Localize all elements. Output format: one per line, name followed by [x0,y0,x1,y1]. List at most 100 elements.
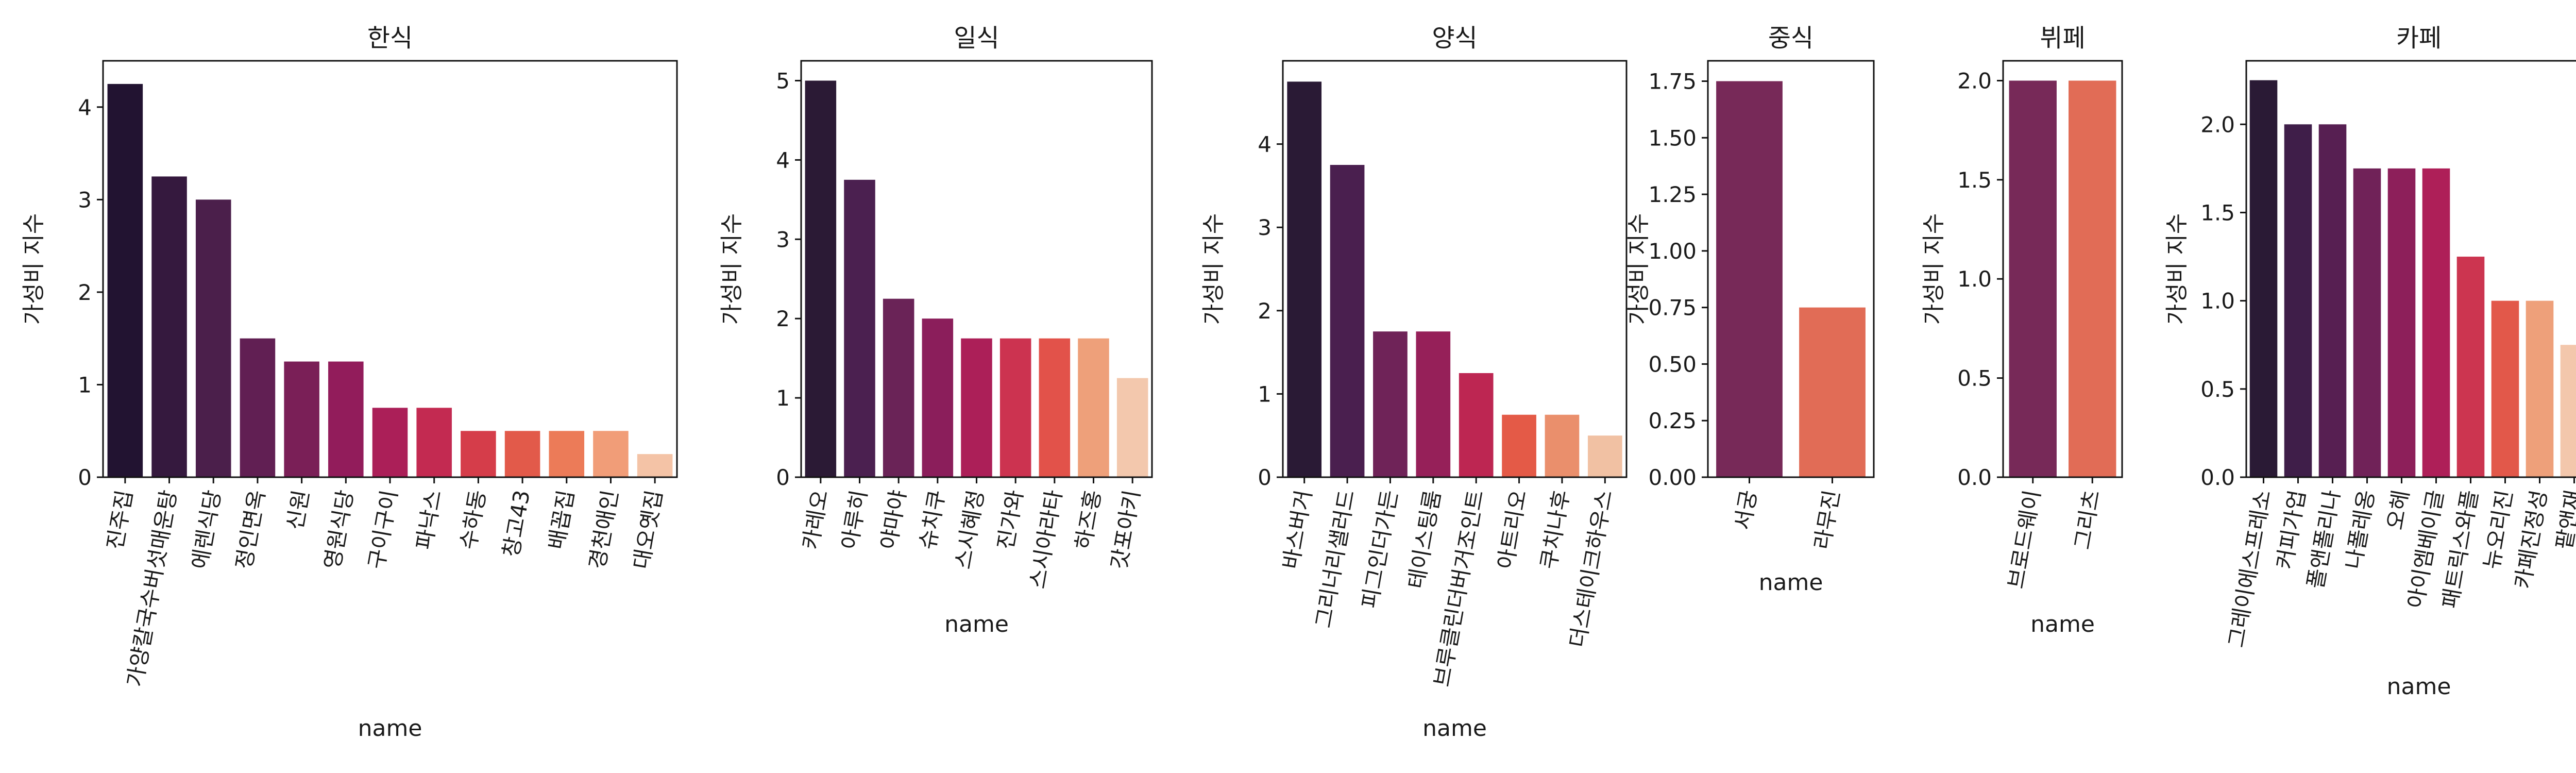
x-tick-label: 라무진 [1809,488,1844,551]
x-tick-label: 그레이에스프레소 [2223,488,2276,649]
y-tick-label: 0.00 [1648,465,1697,490]
y-tick-label: 1 [776,385,790,411]
bar-카레오 [805,80,837,478]
axes-frame [1707,60,1875,478]
x-tick-label: 그리너리샐러드 [1311,488,1360,630]
y-tick-label: 0.0 [1957,465,1992,490]
x-tick-label: 브로드웨이 [2003,488,2045,591]
x-tick-label: 카페진정성 [2510,488,2552,591]
bar-갓포아키 [1116,378,1148,477]
y-tick-label: 1.0 [1957,266,1992,292]
x-tick-label: 배꼽집 [544,488,579,551]
y-tick-label: 1.00 [1648,239,1697,264]
x-tick-label: 폴앤폴리나 [2303,488,2345,591]
x-tick-label: 더스테이크하우스 [1565,488,1617,649]
axes-frame [1282,60,1628,478]
bar-경천애인 [593,431,629,477]
x-tick-label: 파낙스 [411,488,446,551]
bar-가양칼국수버섯매운탕 [151,176,187,477]
y-tick-label: 2.0 [1957,68,1992,93]
bar-배꼽집 [549,431,585,477]
x-axis-label: name [1759,569,1823,596]
bar-오헤 [2387,168,2416,478]
y-tick-label: 2 [1258,298,1272,324]
y-tick-label: 1.0 [2200,289,2235,314]
bar-창고43 [504,431,540,477]
y-tick-label: 2 [78,280,92,305]
bar-진주집 [107,83,143,477]
bar-슈치쿠 [922,318,954,477]
chart-title: 중식 [1768,24,1814,53]
bar-아트리오 [1502,414,1536,477]
bar-테이스팅룸 [1416,331,1451,477]
bar-진가와 [999,338,1031,477]
bar-바스버거 [1287,81,1322,477]
y-axis-label: 가성비 지수 [21,213,47,325]
x-tick-label: 스시혜정 [950,488,989,571]
bar-아이엠베이글 [2422,168,2450,478]
bar-브루클린더버거조인트 [1459,373,1494,477]
y-tick-label: 1.5 [2200,200,2235,225]
y-tick-label: 4 [1258,132,1272,157]
x-tick-label: 갓포아키 [1106,488,1145,571]
bar-야마야 [883,298,914,477]
y-tick-label: 3 [776,227,790,252]
chart-title: 카페 [2396,24,2442,53]
y-tick-label: 0.25 [1648,408,1697,433]
bar-대오옛집 [637,454,673,477]
bar-패트릭스와플 [2456,257,2485,477]
x-tick-label: 쿠치나후 [1536,488,1574,571]
bar-영원식당 [328,361,364,477]
x-tick-label: 야마야 [876,488,911,551]
y-tick-label: 0.5 [1957,366,1992,391]
bar-카페진정성 [2526,300,2554,477]
x-tick-label: 서궁 [1730,488,1762,532]
y-axis-label: 가성비 지수 [1921,213,1947,325]
y-axis-label: 가성비 지수 [1200,213,1227,325]
x-tick-label: 테이스팅룸 [1403,488,1446,591]
y-tick-label: 4 [776,147,790,173]
bar-피그인더가든 [1373,331,1408,477]
bar-그리너리샐러드 [1330,165,1365,477]
bar-신원 [284,361,319,477]
x-tick-label: 커피가업 [2272,488,2310,571]
x-axis-label: name [1422,715,1487,742]
y-tick-label: 1 [78,372,92,397]
x-tick-label: 구이구이 [364,488,402,571]
bar-수하동 [461,431,496,477]
bar-그리츠 [2069,80,2116,478]
chart-title: 뷔페 [2040,24,2085,53]
bar-파낙스 [416,408,452,477]
x-tick-label: 영원식당 [319,488,358,571]
chart-4: 0.00 0.25 0.50 0.75 1.00 1.25 1.50 1.75 서궁 라무진 중식가… [1625,24,1875,596]
x-tick-label: 그리츠 [2070,488,2105,551]
y-tick-label: 0.75 [1648,295,1697,321]
x-tick-label: 진가와 [993,488,1028,551]
bar-라무진 [1799,307,1866,477]
x-tick-label: 카레오 [798,488,833,551]
y-tick-label: 2.0 [2200,112,2235,137]
y-tick-label: 0 [78,465,92,490]
x-axis-label: name [358,715,422,742]
y-tick-label: 5 [776,68,790,93]
bar-그레이에스프레소 [2249,80,2278,477]
bar-커피가업 [2284,124,2312,477]
bar-구이구이 [372,408,408,477]
bar-폴앤폴리나 [2318,124,2347,477]
bar-더스테이크하우스 [1587,435,1622,477]
y-tick-label: 0.50 [1648,351,1697,377]
bar-에렌식당 [195,199,231,478]
y-tick-label: 3 [78,187,92,212]
axes-frame [2245,60,2576,478]
x-tick-label: 나폴레옹 [2341,488,2379,571]
x-tick-label: 뉴오리진 [2479,488,2517,571]
bar-서궁 [1716,81,1783,477]
axes-frame [2002,60,2123,478]
x-tick-label: 스시아라타 [1025,488,1067,591]
